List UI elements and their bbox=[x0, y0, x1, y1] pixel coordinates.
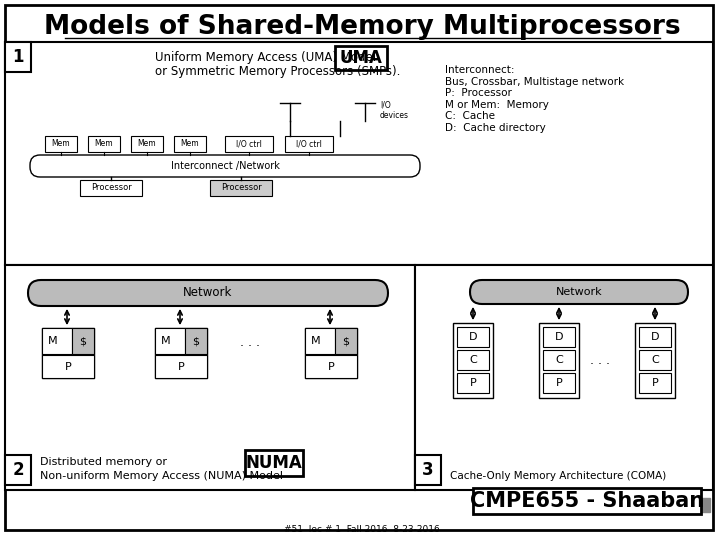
Text: M: M bbox=[311, 336, 321, 346]
Text: M: M bbox=[161, 336, 171, 346]
Text: UMA: UMA bbox=[340, 49, 382, 67]
Text: NUMA: NUMA bbox=[246, 454, 302, 472]
Text: Interconnect:
Bus, Crossbar, Multistage network
P:  Processor
M or Mem:  Memory
: Interconnect: Bus, Crossbar, Multistage … bbox=[445, 65, 624, 133]
Text: Processor: Processor bbox=[91, 184, 131, 192]
Bar bbox=[80, 180, 142, 196]
Text: 1: 1 bbox=[12, 48, 24, 66]
Bar bbox=[45, 136, 77, 152]
Bar bbox=[42, 328, 72, 354]
Bar bbox=[245, 450, 303, 476]
Bar bbox=[285, 136, 333, 152]
Bar bbox=[457, 350, 489, 370]
Text: D: D bbox=[651, 332, 660, 342]
Text: P: P bbox=[469, 378, 477, 388]
Text: $: $ bbox=[192, 336, 199, 346]
Bar bbox=[174, 136, 206, 152]
Text: P: P bbox=[556, 378, 562, 388]
Text: C: C bbox=[651, 355, 659, 365]
Text: P: P bbox=[328, 362, 334, 372]
Bar bbox=[639, 373, 671, 393]
Bar bbox=[305, 328, 357, 378]
Bar bbox=[305, 328, 335, 354]
FancyBboxPatch shape bbox=[28, 280, 388, 306]
Text: 2: 2 bbox=[12, 461, 24, 479]
Bar bbox=[539, 323, 579, 398]
Text: D: D bbox=[469, 332, 477, 342]
Bar bbox=[131, 136, 163, 152]
Bar bbox=[415, 265, 713, 490]
Bar bbox=[335, 46, 387, 70]
Text: P: P bbox=[178, 362, 184, 372]
Text: C: C bbox=[469, 355, 477, 365]
Bar bbox=[335, 328, 357, 354]
Text: Cache-Only Memory Architecture (COMA): Cache-Only Memory Architecture (COMA) bbox=[450, 471, 666, 481]
Bar bbox=[155, 328, 185, 354]
Bar bbox=[415, 455, 441, 485]
Text: I/O ctrl: I/O ctrl bbox=[236, 139, 262, 148]
Bar bbox=[639, 327, 671, 347]
Text: I/O
devices: I/O devices bbox=[380, 100, 409, 120]
Bar bbox=[453, 323, 493, 398]
Text: . . .: . . . bbox=[240, 335, 260, 348]
Text: . . .: . . . bbox=[590, 354, 610, 367]
FancyBboxPatch shape bbox=[470, 280, 688, 304]
Text: M: M bbox=[48, 336, 58, 346]
Text: Models of Shared-Memory Multiprocessors: Models of Shared-Memory Multiprocessors bbox=[44, 14, 680, 40]
Bar bbox=[5, 42, 713, 265]
Bar bbox=[72, 328, 94, 354]
Bar bbox=[155, 355, 207, 378]
Bar bbox=[635, 323, 675, 398]
Text: CMPE655 - Shaaban: CMPE655 - Shaaban bbox=[470, 491, 704, 511]
Bar bbox=[543, 373, 575, 393]
FancyBboxPatch shape bbox=[30, 155, 420, 177]
Text: #51  lec # 1  Fall 2016  8-23-2016: #51 lec # 1 Fall 2016 8-23-2016 bbox=[284, 524, 440, 534]
Text: Non-uniform Memory Access (NUMA) Model: Non-uniform Memory Access (NUMA) Model bbox=[40, 471, 283, 481]
Text: Distributed memory or: Distributed memory or bbox=[40, 457, 167, 467]
Text: Interconnect /Network: Interconnect /Network bbox=[171, 161, 279, 171]
Text: $: $ bbox=[79, 336, 86, 346]
Bar bbox=[225, 136, 273, 152]
Bar bbox=[305, 355, 357, 378]
Bar bbox=[457, 373, 489, 393]
Bar bbox=[42, 355, 94, 378]
Text: Mem: Mem bbox=[52, 139, 71, 148]
Text: I/O ctrl: I/O ctrl bbox=[296, 139, 322, 148]
Text: or Symmetric Memory Processors (SMPs).: or Symmetric Memory Processors (SMPs). bbox=[155, 65, 400, 78]
Text: Mem: Mem bbox=[181, 139, 199, 148]
Bar bbox=[543, 327, 575, 347]
Text: $: $ bbox=[343, 336, 349, 346]
Bar bbox=[473, 488, 701, 514]
Bar bbox=[210, 180, 272, 196]
Bar bbox=[155, 328, 207, 378]
Bar bbox=[482, 498, 710, 512]
Bar bbox=[543, 350, 575, 370]
Bar bbox=[5, 455, 31, 485]
Text: D: D bbox=[554, 332, 563, 342]
Text: Uniform Memory Access (UMA) Model: Uniform Memory Access (UMA) Model bbox=[155, 51, 376, 64]
Bar bbox=[42, 328, 94, 378]
Text: 3: 3 bbox=[422, 461, 434, 479]
Text: Processor: Processor bbox=[220, 184, 261, 192]
Bar bbox=[5, 265, 415, 490]
Bar bbox=[457, 327, 489, 347]
Bar bbox=[5, 42, 31, 72]
Bar bbox=[639, 350, 671, 370]
Text: C: C bbox=[555, 355, 563, 365]
Text: P: P bbox=[65, 362, 71, 372]
Text: Network: Network bbox=[184, 287, 233, 300]
Bar bbox=[185, 328, 207, 354]
Text: Network: Network bbox=[556, 287, 603, 297]
Text: Mem: Mem bbox=[95, 139, 113, 148]
Text: P: P bbox=[652, 378, 658, 388]
Text: Mem: Mem bbox=[138, 139, 156, 148]
Bar bbox=[88, 136, 120, 152]
